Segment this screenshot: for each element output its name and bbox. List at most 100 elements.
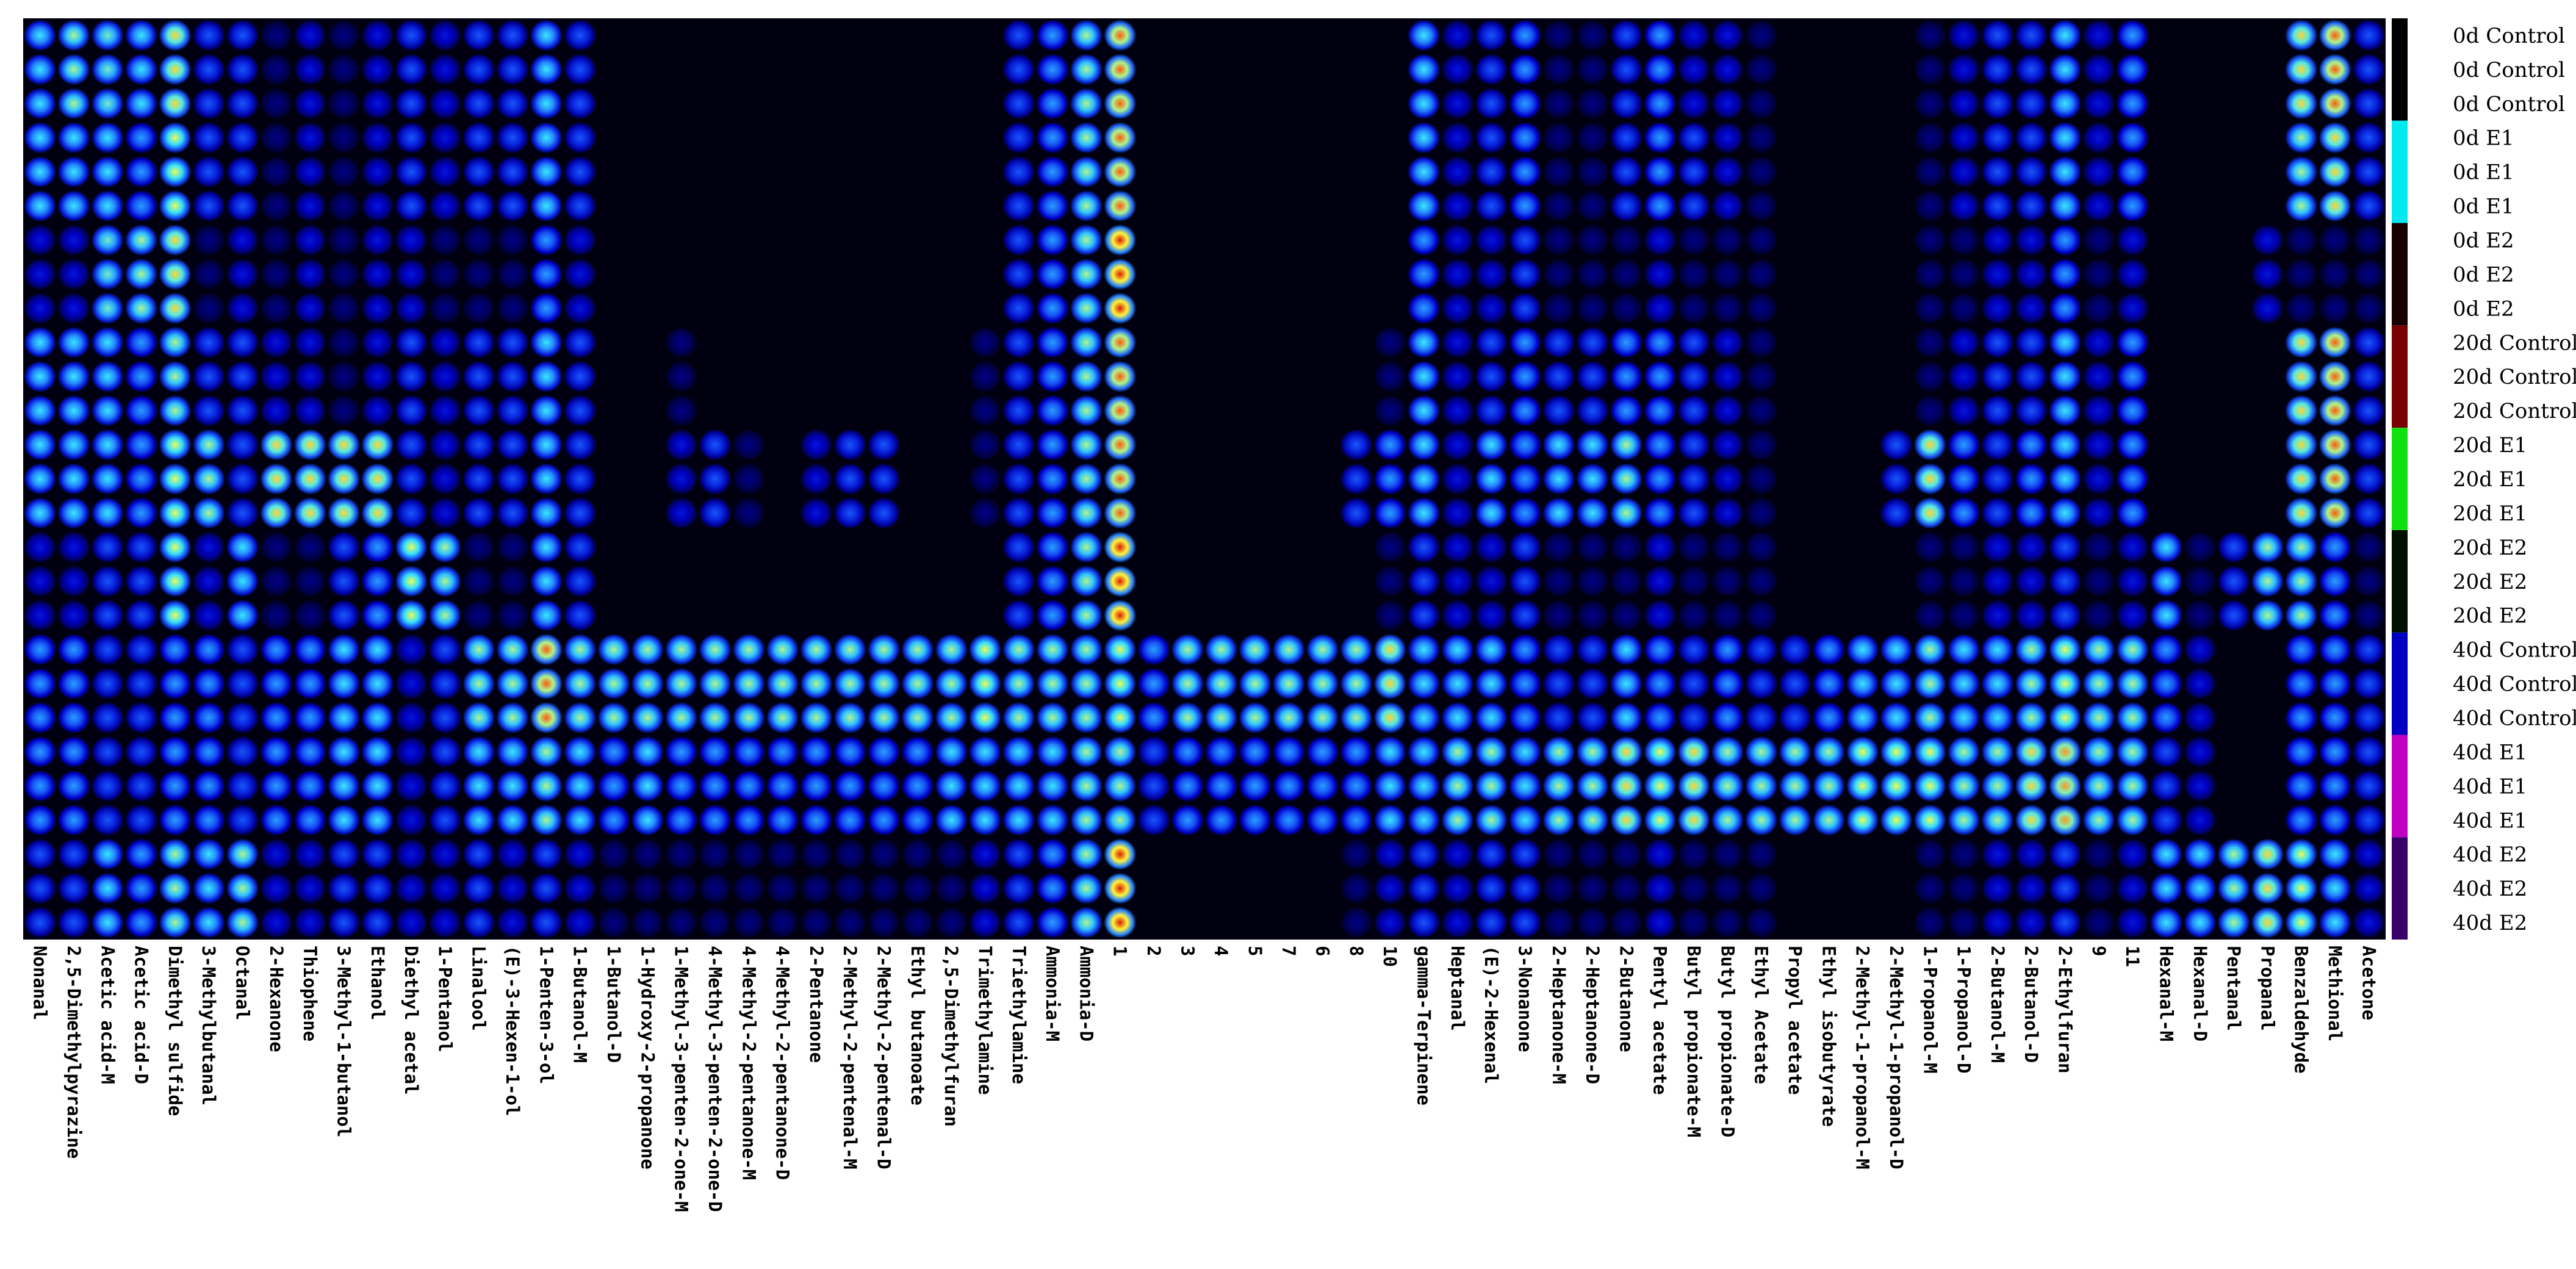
row-label: 20d E2 — [2453, 570, 2527, 594]
heatmap-cell — [800, 633, 833, 666]
heatmap-cell — [2015, 156, 2048, 188]
heatmap-cell — [1508, 907, 1542, 938]
heatmap-cell — [226, 566, 259, 597]
heatmap-cell — [2015, 326, 2048, 359]
heatmap-cell — [2352, 88, 2385, 120]
heatmap-cell — [1948, 736, 1981, 768]
heatmap-cell — [2116, 770, 2149, 802]
column-label: 1-Butanol-M — [570, 946, 591, 1063]
heatmap-cell — [1745, 20, 1778, 51]
heatmap-cell — [1846, 804, 1879, 836]
heatmap-cell — [800, 667, 833, 700]
heatmap-cell — [24, 736, 57, 768]
heatmap-cell — [57, 292, 90, 325]
heatmap-cell — [1576, 122, 1609, 154]
heatmap-cell — [2217, 566, 2250, 597]
heatmap-cell — [496, 326, 529, 359]
heatmap-cell — [631, 907, 664, 938]
heatmap-cell — [1542, 702, 1575, 734]
heatmap-cell — [2184, 872, 2217, 904]
heatmap-cell — [1711, 429, 1744, 461]
heatmap-cell — [2116, 463, 2149, 495]
heatmap-cell — [2352, 566, 2385, 597]
heatmap-cell — [1373, 838, 1406, 870]
heatmap-cell — [2116, 224, 2149, 256]
heatmap-cell — [1441, 667, 1474, 700]
heatmap-cell — [968, 326, 1002, 359]
heatmap-cell — [1711, 804, 1744, 836]
heatmap-cell — [2048, 907, 2082, 938]
heatmap-cell — [125, 361, 158, 392]
heatmap-cell — [2319, 702, 2351, 734]
heatmap-cell — [2285, 326, 2318, 359]
heatmap-cell — [91, 531, 124, 563]
heatmap-cell — [2285, 361, 2318, 392]
heatmap-cell — [1677, 122, 1710, 154]
heatmap-cell — [1913, 633, 1946, 666]
heatmap-cell — [1745, 361, 1778, 392]
heatmap-cell — [192, 667, 225, 700]
heatmap-cell — [2048, 54, 2082, 85]
heatmap-cell — [665, 872, 698, 904]
heatmap-cell — [1272, 633, 1305, 666]
heatmap-cell — [1542, 292, 1575, 325]
heatmap-cell — [1104, 566, 1137, 597]
heatmap-cell — [1475, 224, 1508, 256]
heatmap-cell — [293, 20, 326, 51]
column-label: 2-Butanol-M — [1987, 946, 2008, 1063]
heatmap-cell — [2048, 190, 2082, 222]
group-color-bar — [2392, 735, 2408, 838]
heatmap-cell — [2285, 838, 2318, 870]
heatmap-cell — [2082, 463, 2115, 495]
heatmap-cell — [1340, 702, 1373, 734]
heatmap-cell — [24, 531, 57, 563]
heatmap-cell — [1373, 633, 1406, 666]
column-label: 3-Nonanone — [1514, 946, 1535, 1052]
heatmap-cell — [1542, 224, 1575, 256]
heatmap-cell — [57, 566, 90, 597]
heatmap-cell — [1508, 497, 1542, 529]
heatmap-cell — [1677, 633, 1710, 666]
heatmap-cell — [867, 907, 901, 938]
column-label: 5 — [1245, 946, 1265, 956]
heatmap-cell — [597, 838, 630, 870]
heatmap-cell — [901, 770, 934, 802]
heatmap-cell — [1441, 702, 1474, 734]
heatmap-cell — [1542, 122, 1575, 154]
heatmap-cell — [2251, 531, 2284, 563]
heatmap-cell — [1272, 702, 1305, 734]
heatmap-cell — [1373, 872, 1406, 904]
heatmap-cell — [91, 907, 124, 938]
column-label: Butyl propionate-M — [1683, 946, 1704, 1137]
heatmap-cell — [1104, 292, 1137, 325]
column-label: Heptanal — [1447, 946, 1468, 1031]
heatmap-cell — [159, 770, 192, 802]
heatmap-cell — [91, 292, 124, 325]
heatmap-cell — [1846, 702, 1879, 734]
heatmap-cell — [530, 667, 563, 700]
heatmap-cell — [631, 633, 664, 666]
heatmap-cell — [1677, 429, 1710, 461]
heatmap-cell — [1981, 702, 2014, 734]
heatmap-cell — [1340, 770, 1373, 802]
heatmap-cell — [1002, 361, 1035, 392]
heatmap-cell — [361, 838, 394, 870]
heatmap-cell — [159, 463, 192, 495]
column-label: 2-Methyl-2-pentenal-M — [840, 946, 860, 1170]
heatmap-cell — [226, 736, 259, 768]
heatmap-cell — [1745, 258, 1778, 290]
heatmap-cell — [159, 702, 192, 734]
heatmap-cell — [2319, 599, 2351, 631]
heatmap-cell — [428, 907, 461, 938]
heatmap-cell — [361, 667, 394, 700]
heatmap-cell — [2150, 770, 2183, 802]
heatmap-cell — [2015, 770, 2048, 802]
column-label: Diethyl acetal — [401, 946, 422, 1095]
group-color-bar — [2392, 632, 2408, 735]
heatmap-cell — [1407, 292, 1441, 325]
heatmap-cell — [1644, 736, 1677, 768]
heatmap-cell — [2184, 531, 2217, 563]
heatmap-cell — [1711, 736, 1744, 768]
heatmap-cell — [2116, 156, 2149, 188]
heatmap-cell — [833, 907, 866, 938]
